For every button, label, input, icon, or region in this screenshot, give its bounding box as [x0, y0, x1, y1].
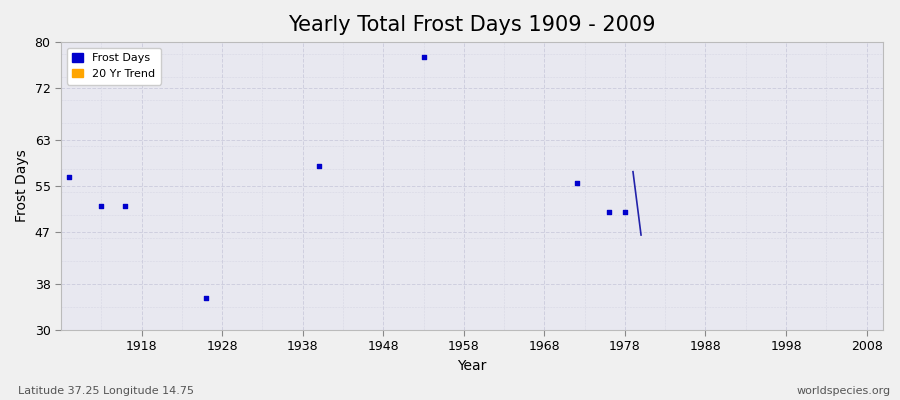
X-axis label: Year: Year [457, 359, 487, 373]
Text: Latitude 37.25 Longitude 14.75: Latitude 37.25 Longitude 14.75 [18, 386, 194, 396]
Point [199, 295, 213, 302]
Y-axis label: Frost Days: Frost Days [15, 150, 29, 222]
Point [417, 53, 431, 60]
Point [617, 209, 632, 215]
Point [570, 180, 584, 186]
Point [118, 203, 132, 210]
Legend: Frost Days, 20 Yr Trend: Frost Days, 20 Yr Trend [67, 48, 161, 84]
Point [311, 163, 326, 169]
Title: Yearly Total Frost Days 1909 - 2009: Yearly Total Frost Days 1909 - 2009 [288, 15, 655, 35]
Point [62, 174, 77, 181]
Point [94, 203, 109, 210]
Point [601, 209, 616, 215]
Text: worldspecies.org: worldspecies.org [796, 386, 891, 396]
